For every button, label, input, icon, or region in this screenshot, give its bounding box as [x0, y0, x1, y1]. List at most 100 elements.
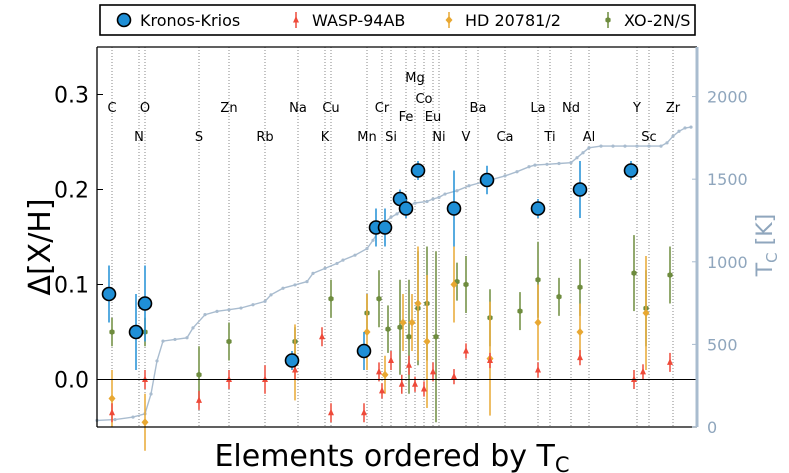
tc-point — [611, 144, 615, 148]
element-label-ti: Ti — [543, 130, 555, 145]
series-kronos-krios — [101, 161, 639, 370]
data-point-zr — [667, 358, 673, 365]
data-point-eu — [421, 385, 427, 392]
data-point-ca — [479, 172, 495, 188]
legend-label: Kronos-Krios — [140, 11, 240, 30]
tc-point — [155, 359, 159, 363]
data-point-ni — [423, 337, 431, 346]
legend-marker — [116, 12, 132, 28]
data-point-k — [319, 332, 325, 340]
data-point-fe — [398, 380, 405, 387]
y-right-tick-label: 1000 — [707, 253, 748, 272]
tc-line — [96, 126, 692, 422]
data-point-s — [196, 396, 202, 403]
element-label-k: K — [321, 130, 330, 145]
tc-point — [311, 271, 315, 275]
data-point-s — [196, 371, 202, 378]
tc-point — [173, 337, 177, 342]
data-point-si — [388, 356, 394, 363]
element-label-ca: Ca — [496, 130, 513, 145]
tc-point — [515, 170, 519, 174]
data-point-co — [414, 299, 422, 308]
tc-point — [635, 144, 639, 148]
x-axis-label: Elements ordered by TC — [214, 439, 569, 473]
tc-point — [251, 303, 255, 307]
tc-point — [503, 174, 507, 178]
data-series — [101, 161, 673, 451]
legend-label: HD 20781/2 — [465, 11, 561, 30]
data-point-ni — [433, 333, 439, 340]
tc-point — [683, 126, 687, 130]
data-point-mg — [398, 201, 414, 216]
element-gridlines — [111, 47, 674, 427]
data-point-fe — [397, 324, 403, 331]
data-point-y — [631, 270, 637, 277]
tc-point — [575, 156, 579, 160]
element-label-eu: Eu — [425, 110, 441, 125]
data-point-c — [109, 329, 115, 335]
tc-point — [659, 144, 663, 148]
element-label-zr: Zr — [666, 101, 681, 116]
data-point-c — [108, 394, 116, 403]
element-label-rb: Rb — [256, 130, 273, 145]
tc-point — [215, 309, 219, 313]
data-point-mn — [361, 408, 367, 416]
data-point-ti — [530, 201, 546, 216]
data-point-na — [292, 366, 298, 373]
tc-point — [323, 266, 327, 270]
element-label-si: Si — [385, 130, 397, 145]
legend-box — [99, 4, 696, 36]
tc-point — [599, 144, 603, 148]
data-point-ni — [430, 367, 436, 375]
tc-point — [395, 212, 399, 216]
data-point-al — [576, 328, 584, 336]
data-point-v — [450, 280, 458, 289]
tc-point — [623, 144, 627, 148]
data-point-cr — [376, 367, 382, 375]
tc-point — [239, 306, 243, 310]
data-point-sc — [640, 367, 646, 375]
element-label-cr: Cr — [375, 101, 390, 116]
tc-point — [665, 141, 669, 145]
element-label-mg: Mg — [405, 71, 424, 86]
data-point-mn — [363, 328, 371, 336]
legend-marker — [293, 16, 299, 23]
element-label-zn: Zn — [220, 101, 237, 116]
data-point-cu — [328, 295, 334, 302]
element-label-n: N — [134, 130, 144, 145]
data-point-ba — [463, 281, 469, 288]
legend-label: WASP-94AB — [312, 11, 405, 30]
tc-point — [335, 261, 339, 266]
tc-point — [467, 184, 471, 188]
data-point-zn — [226, 375, 232, 382]
data-point-ca — [487, 356, 493, 363]
data-point-c — [109, 408, 115, 416]
data-point-v — [446, 201, 462, 216]
series-wasp-94ab — [109, 327, 673, 423]
data-point-zn — [226, 338, 232, 345]
element-label-co: Co — [415, 92, 432, 107]
tc-point — [677, 129, 681, 133]
data-point-mg — [408, 318, 416, 327]
tc-point — [671, 134, 675, 138]
tc-point — [203, 313, 207, 317]
y-right-tick-label: 500 — [707, 335, 738, 354]
tc-point — [281, 286, 285, 290]
legend: Kronos-Krios WASP-94AB HD 20781/2 XO-2N/S — [99, 4, 696, 36]
data-point-si — [381, 370, 389, 379]
tc-point — [113, 417, 117, 422]
tc-point — [431, 197, 435, 201]
element-label-ba: Ba — [470, 101, 487, 116]
tc-point — [689, 125, 693, 129]
tc-point — [425, 199, 429, 204]
y-tick-label: 0.2 — [54, 179, 89, 204]
y-tick-label: 0.0 — [54, 369, 89, 394]
tc-point — [527, 165, 531, 169]
legend-entry-kronos-krios: Kronos-Krios — [116, 11, 240, 30]
y-right-axis-label: TC [K] — [753, 214, 781, 278]
legend-marker — [605, 17, 611, 23]
data-point-co — [412, 380, 418, 387]
tc-point — [341, 258, 345, 262]
tc-point — [269, 293, 273, 297]
